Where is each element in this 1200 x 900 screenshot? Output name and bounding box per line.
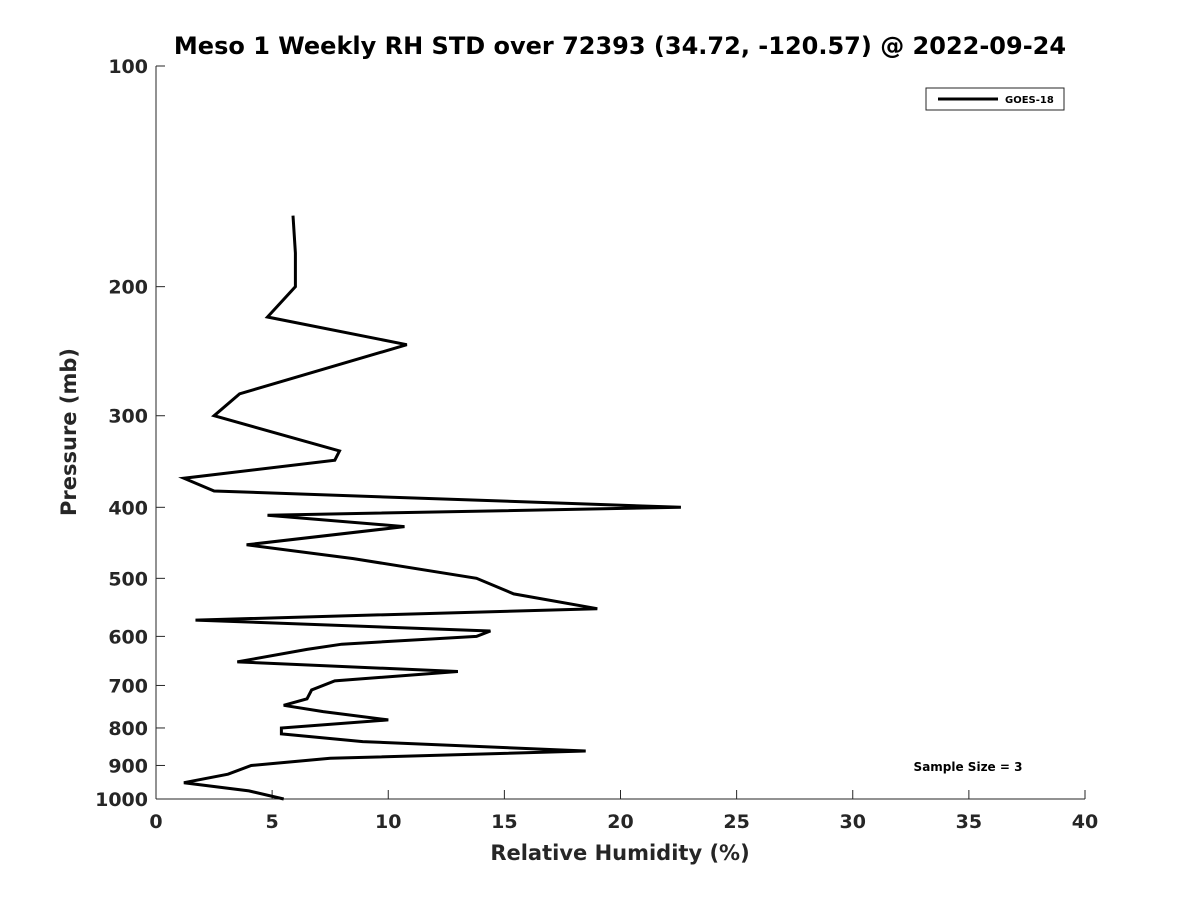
y-axis-label: Pressure (mb) [57,348,81,516]
y-tick-label: 1000 [95,789,148,811]
x-tick-label: 15 [491,811,517,833]
x-tick-label: 0 [149,811,162,833]
y-tick-label: 200 [108,277,148,299]
x-axis-ticks: 0 5 10 15 20 25 30 35 40 [149,790,1098,833]
y-tick-label: 100 [108,56,148,78]
y-tick-label: 400 [108,497,148,519]
x-tick-label: 20 [607,811,633,833]
y-tick-label: 500 [108,568,148,590]
series-line-goes-18 [178,215,681,801]
legend-label: GOES-18 [1005,95,1054,106]
x-tick-label: 10 [375,811,401,833]
chart-title: Meso 1 Weekly RH STD over 72393 (34.72, … [174,32,1066,60]
plot-frame [155,66,1085,800]
y-tick-label: 800 [108,718,148,740]
y-tick-label: 300 [108,406,148,428]
series-group [178,215,681,801]
x-tick-label: 5 [266,811,279,833]
y-tick-label: 600 [108,626,148,648]
x-tick-label: 40 [1072,811,1098,833]
x-tick-label: 30 [840,811,866,833]
x-tick-label: 35 [956,811,982,833]
y-axis-ticks: 100 200 300 400 500 600 700 800 900 1000 [95,56,165,811]
y-tick-label: 700 [108,675,148,697]
x-tick-label: 25 [723,811,749,833]
x-axis-label: Relative Humidity (%) [490,841,749,865]
legend: GOES-18 [925,87,1065,111]
sample-size-note: Sample Size = 3 [914,760,1023,774]
y-tick-label: 900 [108,755,148,777]
